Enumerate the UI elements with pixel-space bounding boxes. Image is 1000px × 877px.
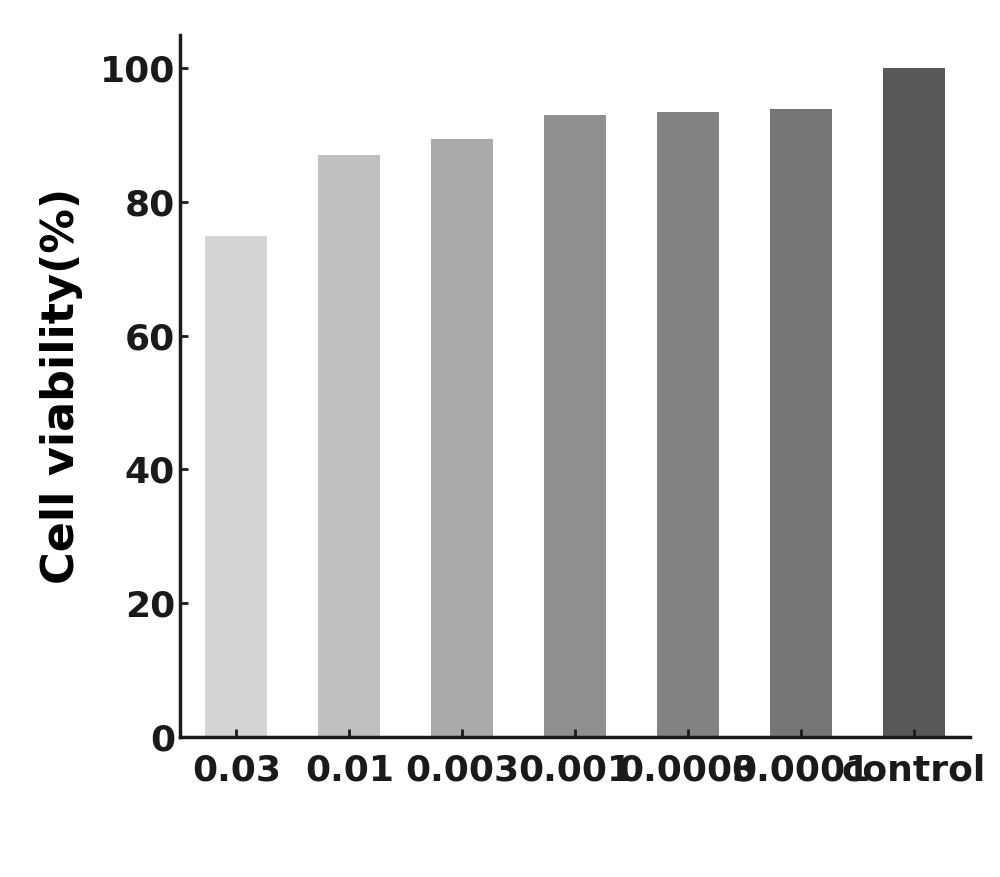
Bar (657, 112, 719, 737)
Bar (205, 236, 267, 737)
Bar (431, 139, 493, 737)
Bar (544, 115, 606, 737)
Y-axis label: Cell viability(%): Cell viability(%) (40, 188, 83, 584)
Bar (883, 68, 945, 737)
Bar (318, 155, 380, 737)
Bar (770, 109, 832, 737)
